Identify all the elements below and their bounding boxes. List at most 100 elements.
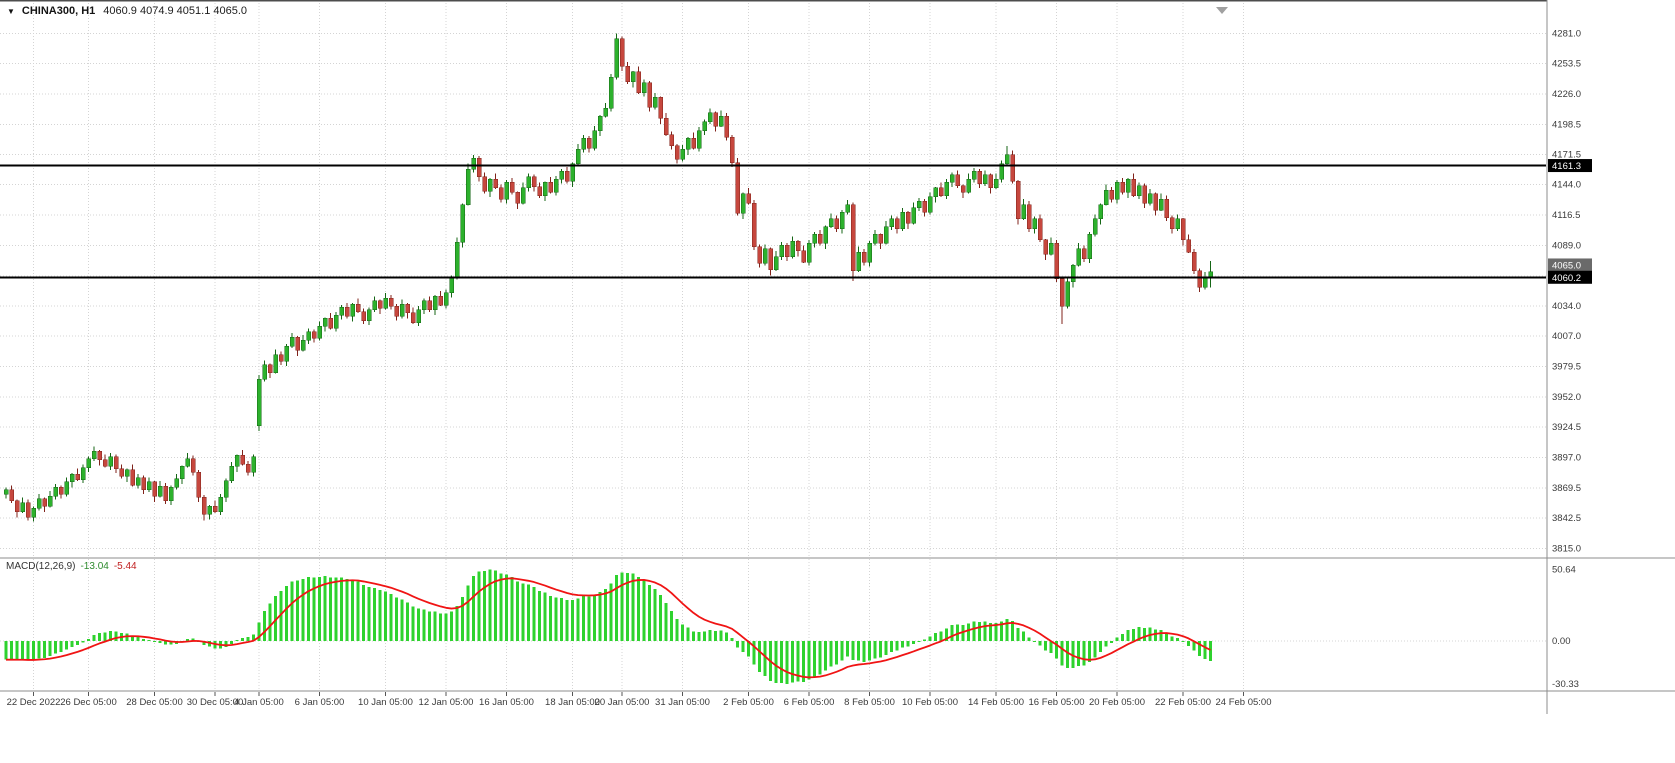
macd-histogram-bar (422, 609, 426, 642)
macd-histogram-bar (598, 591, 602, 642)
macd-histogram-bar (1187, 641, 1190, 646)
candle-body (377, 300, 383, 309)
candle-body (630, 71, 636, 83)
candle-body (91, 450, 97, 459)
candle-body (669, 134, 674, 147)
candle-body (779, 245, 784, 257)
macd-histogram-bar (983, 621, 987, 642)
macd-histogram-bar (972, 621, 976, 642)
candle-body (185, 458, 190, 467)
candle-body (1004, 154, 1010, 164)
macd-histogram-bar (455, 605, 459, 642)
price-axis-label: 4226.0 (1552, 89, 1581, 100)
macd-histogram-bar (736, 641, 739, 648)
macd-histogram-bar (406, 602, 409, 642)
macd-histogram-bar (466, 585, 470, 642)
macd-histogram-bar (1192, 641, 1196, 651)
time-axis-label: 8 Feb 05:00 (844, 697, 895, 708)
candle-body (960, 185, 966, 193)
macd-histogram-bar (395, 597, 398, 642)
macd-histogram-bar (389, 593, 393, 642)
candle-body (570, 163, 575, 182)
macd-histogram-bar (1060, 641, 1064, 666)
macd-histogram-bar (340, 577, 343, 642)
macd-histogram-bar (587, 596, 591, 642)
candle-body (801, 250, 806, 263)
candle-body (234, 455, 240, 467)
one-click-trading-arrow[interactable]: ▼ (7, 7, 15, 16)
candle-body (1175, 218, 1180, 230)
candle-body (273, 354, 278, 373)
macd-histogram-bar (571, 599, 574, 642)
macd-histogram-bar (725, 632, 728, 642)
candle-body (636, 71, 641, 94)
macd-histogram-bar (147, 639, 151, 642)
price-axis-label: 3952.0 (1552, 392, 1581, 403)
candle-body (322, 318, 328, 327)
time-axis[interactable] (0, 692, 1547, 714)
candle-body (1070, 265, 1076, 283)
macd-histogram-bar (59, 641, 63, 653)
macd-histogram-bar (158, 641, 162, 643)
candle-body (1114, 182, 1120, 200)
macd-histogram-bar (615, 574, 618, 642)
candle-body (1142, 185, 1147, 204)
candle-body (641, 82, 647, 94)
macd-histogram-bar (967, 623, 970, 642)
macd-histogram-bar (1044, 641, 1047, 651)
candle-body (1048, 242, 1054, 255)
macd-histogram-bar (681, 624, 684, 642)
macd-histogram-bar (884, 641, 888, 656)
chart-title: ▼ CHINA300, H1 4060.9 4074.9 4051.1 4065.0 (7, 5, 247, 17)
candle-body (1103, 189, 1109, 205)
candle-body (559, 171, 564, 180)
candle-body (58, 487, 64, 495)
candle-body (344, 307, 350, 317)
macd-histogram-bar (1077, 641, 1080, 667)
candle-body (652, 97, 658, 108)
macd-histogram-bar (334, 577, 338, 642)
macd-histogram-bar (26, 641, 30, 661)
macd-histogram-bar (4, 641, 8, 660)
price-axis-label: 4253.5 (1552, 59, 1581, 70)
macd-histogram-bar (692, 631, 695, 642)
candle-body (834, 218, 839, 230)
candle-body (713, 112, 718, 127)
macd-histogram-bar (1033, 641, 1036, 643)
candle-body (586, 138, 592, 149)
candle-body (262, 364, 267, 380)
macd-histogram-bar (318, 576, 321, 642)
candle-body (130, 469, 135, 486)
candle-body (366, 309, 372, 321)
macd-signal-line (5, 577, 1211, 679)
macd-histogram-bar (747, 641, 750, 657)
macd-histogram-bar (1049, 641, 1053, 653)
chart-shift-marker[interactable] (1216, 7, 1228, 14)
macd-histogram-bar (516, 581, 519, 642)
macd-histogram-bar (554, 597, 558, 642)
macd-histogram-bar (411, 606, 415, 642)
macd-histogram-bar (263, 611, 266, 642)
time-axis-label: 30 Dec 05:00 (187, 697, 244, 708)
candle-body (509, 182, 515, 193)
price-axis-label: 4007.0 (1552, 331, 1581, 342)
candle-body (394, 305, 399, 317)
macd-histogram-bar (323, 576, 327, 642)
macd-histogram-bar (125, 633, 129, 642)
candle-body (1153, 193, 1158, 211)
candle-body (949, 174, 955, 183)
macd-histogram-bar (686, 627, 690, 642)
candle-body (306, 331, 311, 341)
macd-histogram-bar (1121, 634, 1124, 642)
macd-histogram-bar (703, 631, 706, 642)
macd-histogram-bar (241, 637, 244, 642)
price-axis-background[interactable] (1547, 0, 1675, 763)
macd-histogram-bar (1132, 629, 1135, 642)
price-axis-label: 4144.0 (1552, 180, 1581, 191)
macd-histogram-bar (543, 592, 547, 642)
macd-histogram-bar (400, 599, 404, 642)
candle-body (1109, 189, 1114, 200)
macd-histogram-bar (428, 611, 431, 642)
